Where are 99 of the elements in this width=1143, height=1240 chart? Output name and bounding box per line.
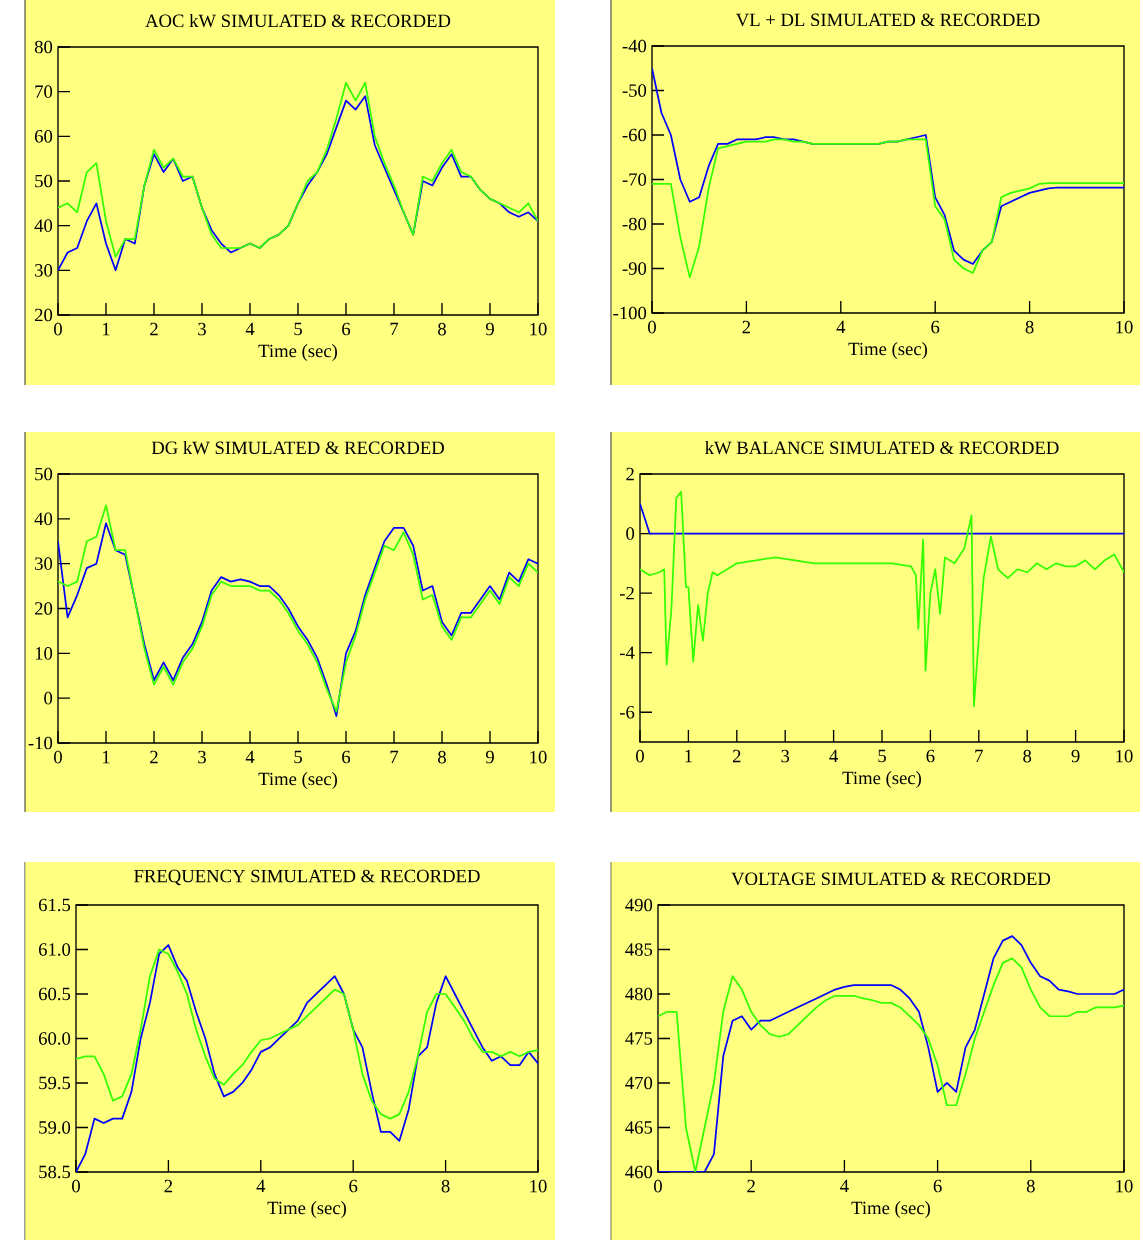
- chart-title: FREQUENCY SIMULATED & RECORDED: [134, 869, 480, 886]
- y-tick-label: 475: [625, 1032, 653, 1045]
- x-tick-label: 1: [685, 749, 692, 763]
- x-tick-label: 8: [1023, 749, 1032, 763]
- x-tick-label: 8: [441, 1179, 450, 1193]
- x-tick-label: 5: [294, 750, 302, 764]
- x-axis-title: Time (sec): [848, 342, 928, 360]
- y-tick-label: 2: [626, 467, 634, 481]
- y-tick-label: 50: [35, 174, 53, 188]
- y-tick-label: 20: [34, 602, 53, 615]
- x-tick-label: 4: [245, 322, 255, 336]
- y-tick-label: -2: [619, 586, 634, 600]
- x-tick-label: 6: [926, 749, 935, 763]
- y-tick-label: 59.0: [39, 1121, 71, 1134]
- y-tick-label: 470: [625, 1076, 653, 1090]
- chart-title: VOLTAGE SIMULATED & RECORDED: [731, 872, 1051, 886]
- x-tick-label: 8: [438, 750, 446, 764]
- x-tick-label: 6: [931, 320, 940, 334]
- x-tick-label: 2: [164, 1179, 173, 1193]
- y-tick-label: 0: [44, 691, 53, 705]
- chart-title: DG kW SIMULATED & RECORDED: [151, 440, 444, 455]
- x-tick-label: 4: [840, 1179, 849, 1193]
- y-tick-label: 30: [35, 557, 53, 570]
- x-tick-label: 0: [654, 1179, 662, 1193]
- x-tick-label: 10: [1116, 749, 1133, 763]
- y-tick-label: 61.5: [38, 898, 71, 912]
- x-axis-title: Time (sec): [258, 772, 338, 790]
- x-axis-title: Time (sec): [842, 771, 922, 789]
- y-tick-label: 30: [35, 264, 53, 277]
- chart-title: kW BALANCE SIMULATED & RECORDED: [705, 440, 1059, 455]
- x-tick-label: 9: [485, 322, 494, 336]
- x-tick-label: 3: [781, 749, 790, 763]
- y-tick-label: 0: [626, 527, 635, 540]
- x-tick-label: 2: [742, 320, 751, 334]
- y-tick-label: -80: [622, 217, 647, 231]
- y-tick-label: 60.5: [38, 987, 71, 1001]
- y-tick-label: 60: [34, 130, 53, 143]
- y-tick-label: -90: [622, 262, 647, 275]
- x-tick-label: 7: [390, 750, 399, 764]
- x-tick-label: 6: [342, 750, 351, 764]
- x-tick-label: 10: [1116, 320, 1133, 334]
- x-tick-label: 6: [342, 322, 351, 336]
- y-tick-label: 465: [625, 1121, 653, 1134]
- y-tick-label: -10: [28, 736, 53, 750]
- y-tick-label: 460: [625, 1165, 653, 1179]
- x-tick-label: 4: [245, 750, 255, 764]
- y-tick-label: 40: [34, 219, 53, 232]
- x-tick-label: 4: [836, 320, 846, 334]
- x-tick-label: 1: [102, 750, 110, 764]
- x-axis-title: Time (sec): [258, 344, 338, 362]
- x-tick-label: 10: [1116, 1179, 1133, 1193]
- x-tick-label: 1: [102, 322, 110, 336]
- x-tick-label: 9: [1071, 749, 1080, 763]
- x-tick-label: 8: [1025, 320, 1034, 334]
- chart-title: AOC kW SIMULATED & RECORDED: [145, 13, 451, 28]
- y-tick-label: 58.5: [39, 1165, 71, 1179]
- x-tick-label: 3: [198, 322, 206, 336]
- y-tick-label: 490: [625, 898, 653, 912]
- x-axis-title: Time (sec): [267, 1201, 347, 1219]
- x-tick-label: 2: [732, 749, 741, 763]
- x-tick-label: 10: [530, 322, 547, 336]
- y-tick-label: 70: [35, 85, 53, 98]
- x-tick-label: 7: [975, 749, 983, 763]
- x-tick-label: 8: [438, 322, 446, 336]
- x-tick-label: 4: [829, 749, 838, 763]
- y-tick-label: 480: [625, 987, 653, 1001]
- x-tick-label: 2: [150, 322, 158, 336]
- y-tick-label: 61.0: [38, 943, 71, 956]
- x-axis-title: Time (sec): [851, 1201, 931, 1219]
- y-tick-label: 10: [35, 647, 53, 660]
- y-tick-label: 60.0: [38, 1032, 71, 1045]
- y-tick-label: -6: [619, 705, 635, 719]
- y-tick-label: -40: [622, 39, 647, 53]
- y-tick-label: 80: [34, 40, 53, 54]
- x-tick-label: 2: [150, 750, 158, 764]
- y-tick-label: -60: [622, 128, 647, 142]
- x-tick-label: 2: [747, 1179, 755, 1193]
- chart-title: VL + DL SIMULATED & RECORDED: [735, 13, 1040, 27]
- y-tick-label: -100: [613, 306, 647, 320]
- x-tick-label: 5: [878, 749, 886, 763]
- y-tick-label: 20: [34, 308, 53, 322]
- y-tick-label: -4: [619, 646, 635, 659]
- x-tick-label: 5: [294, 322, 302, 336]
- x-tick-label: 7: [390, 322, 399, 336]
- y-tick-label: -50: [622, 84, 647, 97]
- y-tick-label: 485: [625, 943, 653, 956]
- x-tick-label: 4: [256, 1179, 266, 1193]
- y-tick-label: 59.5: [39, 1076, 71, 1090]
- x-tick-label: 10: [530, 1179, 547, 1193]
- x-tick-label: 0: [72, 1179, 80, 1193]
- y-tick-label: -70: [622, 173, 647, 186]
- x-tick-label: 8: [1026, 1179, 1035, 1193]
- x-tick-label: 6: [933, 1179, 942, 1193]
- y-tick-label: 50: [35, 467, 53, 481]
- x-tick-label: 6: [349, 1179, 358, 1193]
- x-tick-label: 3: [198, 750, 206, 764]
- x-tick-label: 10: [530, 750, 547, 764]
- x-tick-label: 9: [485, 750, 494, 764]
- y-tick-label: 40: [34, 512, 53, 526]
